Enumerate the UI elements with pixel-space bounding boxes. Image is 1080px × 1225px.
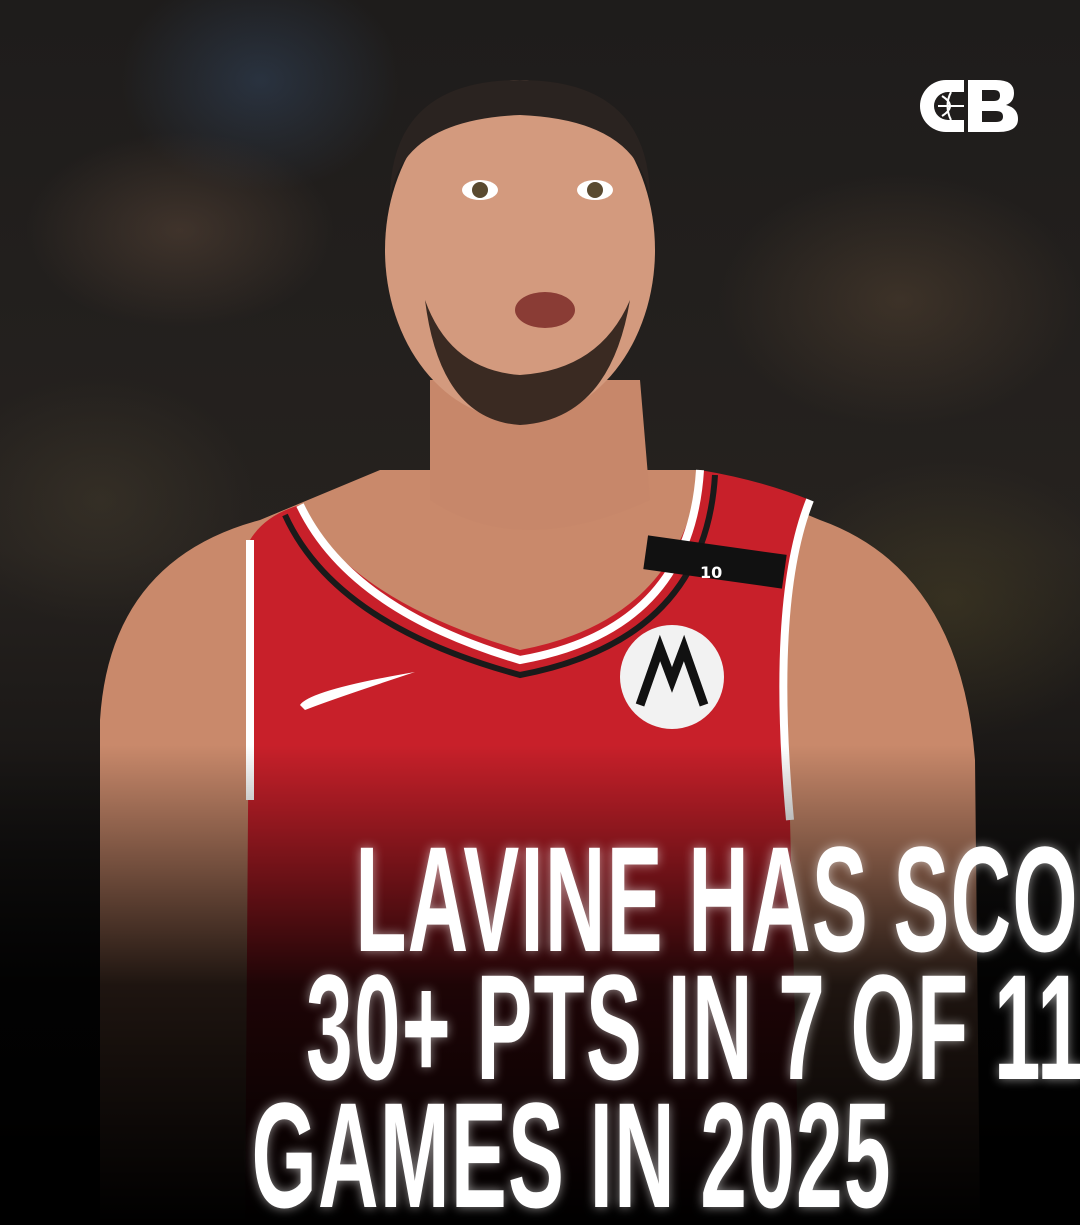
swoosh-icon — [300, 672, 415, 710]
headline: LAVINE HAS SCORED 30+ PTS IN 7 OF 11 GAM… — [0, 815, 1080, 1225]
headline-line-1: LAVINE HAS SCORED — [355, 815, 1080, 983]
headline-line-2: 30+ PTS IN 7 OF 11 — [305, 943, 1080, 1111]
brand-logo — [920, 80, 1018, 132]
bottom-fade — [0, 745, 1080, 1225]
patch-number: 10 — [700, 563, 722, 582]
basketball-icon — [938, 91, 964, 121]
headline-line-3: GAMES IN 2025 — [251, 1071, 892, 1225]
number-patch — [643, 535, 787, 589]
